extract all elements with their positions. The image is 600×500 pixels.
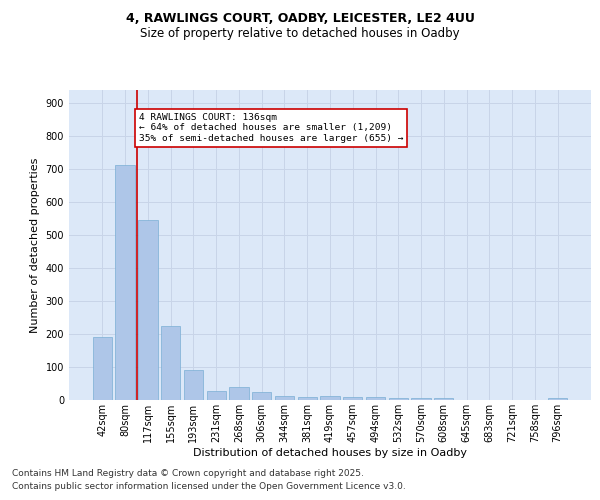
Text: 4 RAWLINGS COURT: 136sqm
← 64% of detached houses are smaller (1,209)
35% of sem: 4 RAWLINGS COURT: 136sqm ← 64% of detach…	[139, 113, 403, 143]
Bar	[184, 370, 203, 400]
Bar	[115, 165, 135, 400]
Bar	[320, 396, 340, 400]
Bar	[93, 338, 112, 400]
Text: 4, RAWLINGS COURT, OADBY, LEICESTER, LE2 4UU: 4, RAWLINGS COURT, OADBY, LEICESTER, LE2…	[125, 12, 475, 26]
Bar	[548, 398, 567, 400]
Bar	[275, 396, 294, 400]
Text: Contains public sector information licensed under the Open Government Licence v3: Contains public sector information licen…	[12, 482, 406, 491]
Text: Contains HM Land Registry data © Crown copyright and database right 2025.: Contains HM Land Registry data © Crown c…	[12, 468, 364, 477]
Bar	[412, 398, 431, 400]
Bar	[434, 398, 454, 400]
Bar	[206, 391, 226, 400]
Bar	[366, 398, 385, 400]
Bar	[298, 396, 317, 400]
Bar	[252, 392, 271, 400]
Bar	[161, 326, 181, 400]
Text: Size of property relative to detached houses in Oadby: Size of property relative to detached ho…	[140, 28, 460, 40]
Bar	[138, 220, 158, 400]
Bar	[389, 398, 408, 400]
Bar	[229, 388, 248, 400]
Bar	[343, 397, 362, 400]
X-axis label: Distribution of detached houses by size in Oadby: Distribution of detached houses by size …	[193, 448, 467, 458]
Y-axis label: Number of detached properties: Number of detached properties	[30, 158, 40, 332]
